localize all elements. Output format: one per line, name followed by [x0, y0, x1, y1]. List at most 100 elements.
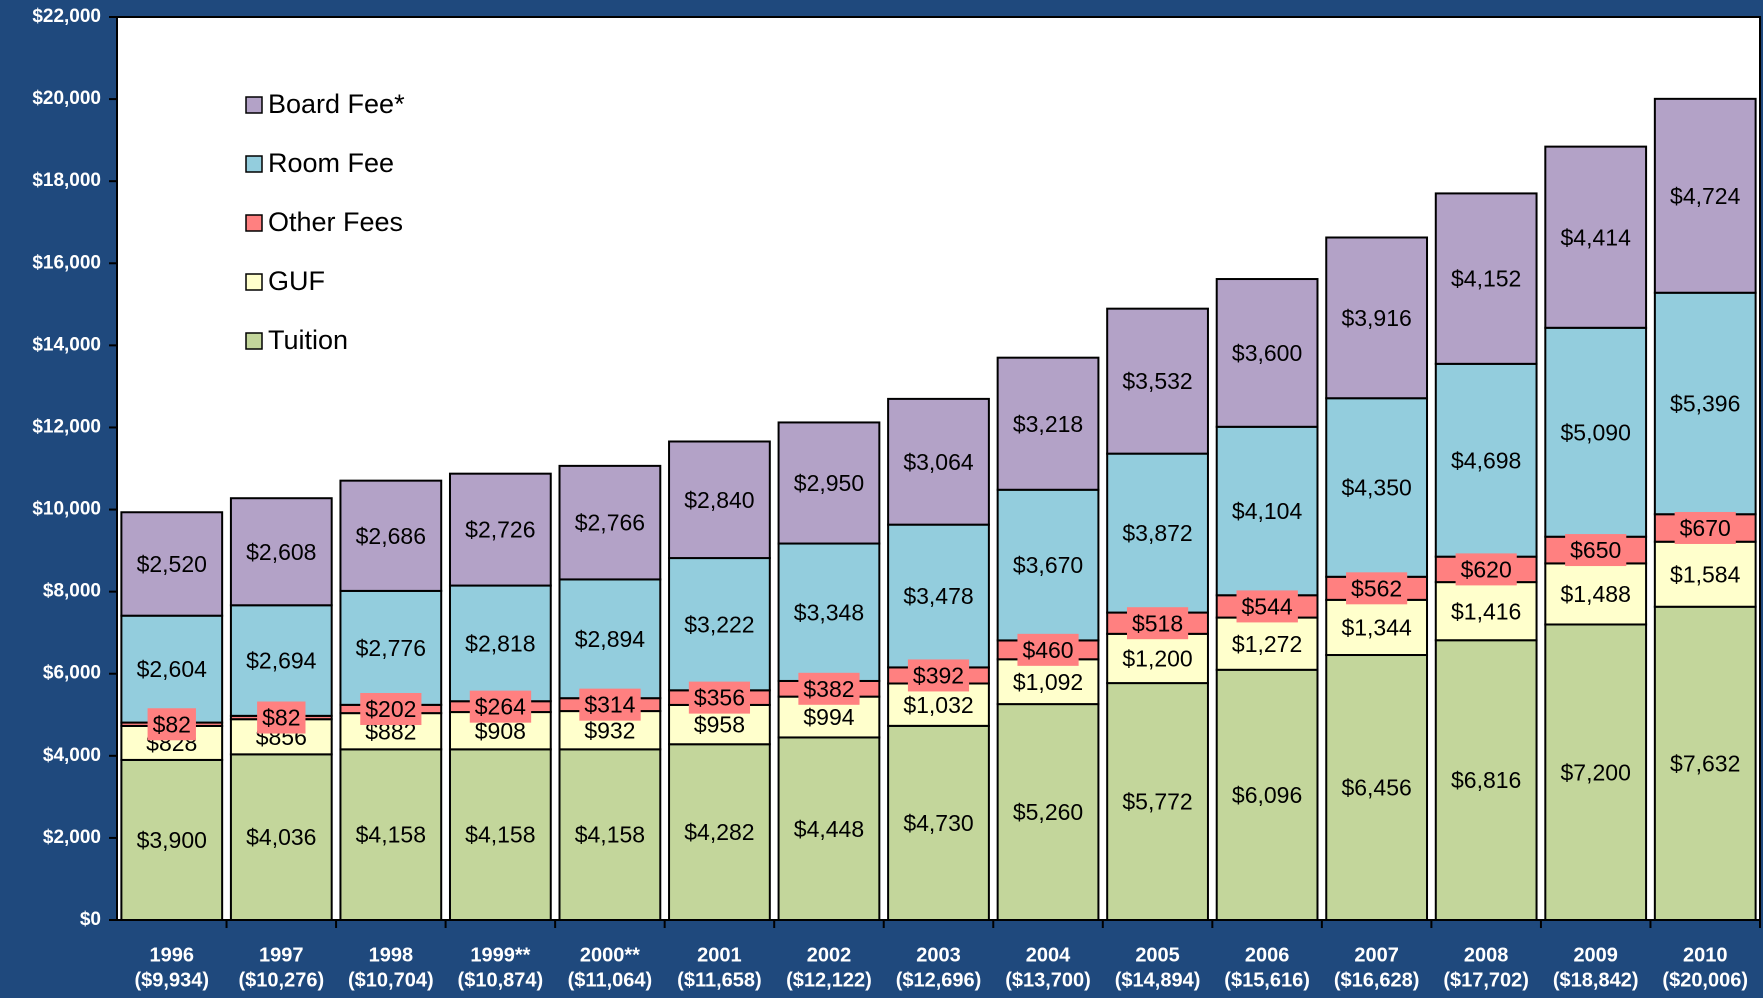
x-tick-label: 2010: [1683, 944, 1728, 966]
value-label-box: [1126, 607, 1189, 640]
bar-segment: [887, 724, 990, 921]
value-label: $356: [694, 685, 745, 711]
value-label: $1,092: [1013, 669, 1083, 695]
value-label: $3,600: [1232, 340, 1302, 366]
x-total-label: ($17,702): [1443, 969, 1529, 991]
bar-segment: [1544, 145, 1648, 329]
value-label: $670: [1680, 515, 1731, 541]
bar-segment: [1653, 97, 1757, 294]
value-label-box: [688, 681, 751, 714]
y-tick-label: $6,000: [43, 663, 101, 684]
value-label: $650: [1570, 537, 1621, 563]
bar-segment: [1215, 425, 1319, 597]
value-label: $6,456: [1341, 775, 1411, 801]
value-label: $4,414: [1561, 224, 1632, 250]
bar-segment: [996, 658, 1100, 706]
bar-segment: [777, 736, 881, 921]
value-label: $3,532: [1122, 368, 1192, 394]
bar-segment: [120, 758, 224, 921]
value-label-box: [1346, 572, 1408, 605]
x-tick-label: 2009: [1573, 944, 1618, 966]
value-label: $562: [1351, 575, 1402, 601]
legend-swatch: [245, 214, 263, 232]
x-total-label: ($13,700): [1005, 969, 1091, 991]
bar-segment: [1544, 326, 1648, 538]
bar-segment: [558, 748, 662, 922]
bar-segment: [229, 753, 333, 921]
x-total-label: ($9,934): [135, 969, 210, 991]
x-total-label: ($12,696): [896, 969, 982, 991]
value-label: $5,260: [1013, 799, 1083, 825]
bar-segment: [1653, 540, 1757, 608]
x-tick-label: 2000**: [580, 944, 640, 966]
bar-segment: [1653, 291, 1757, 516]
x-tick-label: 2006: [1245, 944, 1290, 966]
bar-segment: [1434, 581, 1538, 642]
bar-segment: [668, 440, 771, 560]
value-label-box: [907, 659, 970, 692]
x-total-label: ($16,628): [1334, 969, 1420, 991]
x-total-label: ($11,658): [677, 969, 762, 991]
value-label: $460: [1022, 637, 1073, 663]
value-label: $958: [694, 712, 745, 738]
value-label: $392: [913, 663, 964, 689]
x-tick-label: 2008: [1464, 944, 1509, 966]
bar-segment: [339, 748, 443, 922]
value-label: $4,724: [1670, 183, 1741, 209]
x-tick-label: 2002: [807, 944, 852, 966]
value-label: $3,670: [1013, 552, 1083, 578]
value-label: $3,348: [794, 599, 864, 625]
x-tick-label: 2003: [916, 944, 961, 966]
x-tick-label: 2004: [1026, 944, 1071, 966]
x-tick-label: 1998: [369, 944, 414, 966]
value-label: $82: [262, 705, 300, 731]
value-label-box: [1455, 553, 1517, 586]
bar-segment: [1325, 654, 1429, 921]
value-label-box: [1017, 633, 1079, 666]
value-label-box: [469, 690, 532, 723]
value-label: $4,698: [1451, 447, 1521, 473]
value-label: $82: [153, 711, 191, 737]
bar-segment: [996, 703, 1100, 921]
value-label-box: [798, 672, 860, 705]
bar-segment: [1434, 192, 1538, 365]
value-label: $4,282: [684, 819, 754, 845]
value-label: $5,772: [1122, 789, 1192, 815]
x-total-label: ($15,616): [1224, 969, 1310, 991]
value-label: $1,416: [1451, 598, 1521, 624]
bar-segment: [229, 497, 333, 607]
bar-segment: [448, 472, 552, 587]
value-label: $1,584: [1670, 561, 1741, 587]
bar-segment: [1653, 605, 1757, 921]
y-tick-label: $14,000: [32, 334, 101, 355]
value-label: $4,158: [465, 822, 535, 848]
value-label: $1,200: [1122, 646, 1192, 672]
value-label: $7,632: [1670, 750, 1740, 776]
x-tick-label: 2005: [1135, 944, 1180, 966]
bar-segment: [1106, 307, 1209, 455]
value-label-box: [147, 708, 196, 741]
value-label-box: [1565, 534, 1627, 567]
value-label-box: [257, 701, 306, 734]
value-label: $3,218: [1013, 411, 1083, 437]
value-label: $202: [365, 696, 416, 722]
bar-segment: [1434, 639, 1538, 921]
legend-label: Other Fees: [268, 207, 403, 237]
x-total-label: ($14,894): [1115, 969, 1201, 991]
bar-segment: [1106, 452, 1209, 614]
value-label: $7,200: [1561, 759, 1631, 785]
value-label: $2,776: [356, 635, 426, 661]
y-tick-label: $16,000: [32, 252, 101, 273]
legend-swatch: [245, 332, 263, 350]
bar-segment: [1215, 616, 1319, 671]
value-label: $6,096: [1232, 782, 1302, 808]
value-label: $518: [1132, 610, 1183, 636]
value-label: $264: [475, 694, 526, 720]
legend-label: Tuition: [268, 325, 348, 355]
legend-swatch: [245, 155, 263, 173]
value-label: $4,152: [1451, 266, 1521, 292]
legend-label: GUF: [268, 266, 325, 296]
bar-segment: [1544, 623, 1648, 921]
x-total-label: ($11,064): [568, 969, 653, 991]
